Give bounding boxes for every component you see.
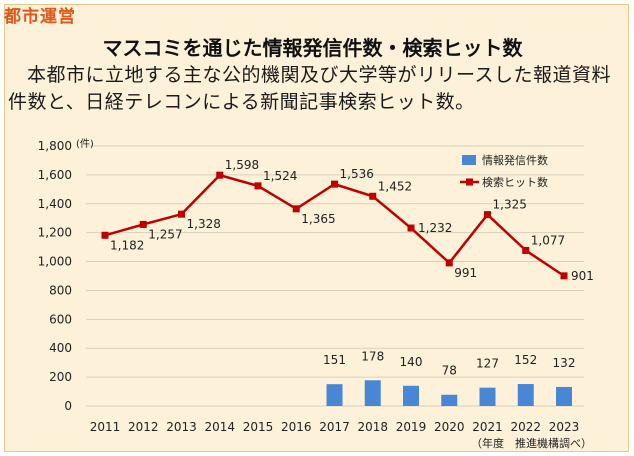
y-tick-label: 0 bbox=[64, 399, 72, 413]
y-tick-label: 1,400 bbox=[38, 197, 72, 211]
bar-data-label: 127 bbox=[476, 357, 499, 371]
line-point bbox=[484, 211, 491, 219]
legend-bar-swatch bbox=[462, 155, 476, 165]
line-data-label: 1,182 bbox=[110, 238, 144, 252]
line-data-label: 1,524 bbox=[263, 169, 297, 183]
x-tick-label: 2015 bbox=[243, 420, 274, 434]
legend-line-label: 検索ヒット数 bbox=[482, 175, 548, 189]
y-tick-label: 1,000 bbox=[38, 255, 72, 269]
line-point bbox=[292, 205, 300, 213]
line-data-label: 1,077 bbox=[531, 233, 565, 247]
bar bbox=[441, 394, 458, 406]
line-point bbox=[216, 171, 224, 179]
bar-data-label: 78 bbox=[442, 364, 457, 378]
legend-line-marker bbox=[466, 178, 473, 186]
bar-data-label: 178 bbox=[361, 349, 384, 363]
x-tick-label: 2019 bbox=[396, 420, 427, 434]
line-data-label: 991 bbox=[454, 266, 477, 280]
line-point bbox=[522, 246, 530, 254]
y-tick-label: 1,200 bbox=[38, 226, 72, 240]
line-point bbox=[139, 220, 147, 228]
y-tick-label: 800 bbox=[49, 283, 72, 297]
bar-data-label: 151 bbox=[323, 353, 346, 367]
line-data-label: 1,328 bbox=[187, 217, 221, 231]
chart-title: マスコミを通じた情報発信件数・検索ヒット数 bbox=[102, 36, 523, 60]
y-unit-label: (件) bbox=[76, 138, 94, 150]
bar bbox=[517, 384, 534, 406]
x-tick-label: 2023 bbox=[549, 420, 580, 434]
line-data-label: 1,598 bbox=[225, 158, 259, 172]
line-data-label: 1,536 bbox=[340, 167, 374, 181]
x-tick-label: 2022 bbox=[510, 420, 541, 434]
x-tick-label: 2021 bbox=[472, 420, 503, 434]
line-data-label: 1,325 bbox=[493, 198, 527, 212]
line-data-label: 1,365 bbox=[301, 212, 335, 226]
line-data-label: 901 bbox=[571, 269, 594, 283]
line-point bbox=[369, 192, 377, 200]
source-note: （年度 推進機構調べ） bbox=[471, 436, 592, 450]
line-point bbox=[254, 182, 262, 190]
bar bbox=[326, 384, 343, 406]
bar bbox=[556, 386, 572, 406]
y-tick-label: 200 bbox=[49, 370, 72, 384]
legend-bar-label: 情報発信件数 bbox=[482, 153, 548, 167]
line-data-label: 1,257 bbox=[148, 227, 182, 241]
line-point bbox=[560, 272, 568, 280]
bar-data-label: 152 bbox=[514, 353, 537, 367]
line-point bbox=[101, 231, 109, 239]
y-tick-label: 600 bbox=[49, 312, 72, 326]
line-point bbox=[407, 224, 415, 232]
bar-data-label: 140 bbox=[400, 355, 423, 369]
x-tick-label: 2012 bbox=[128, 420, 159, 434]
bar-data-label: 132 bbox=[553, 356, 576, 370]
line-data-label: 1,232 bbox=[418, 221, 452, 235]
line-point bbox=[178, 210, 185, 218]
line-data-label: 1,452 bbox=[378, 179, 412, 193]
x-tick-label: 2016 bbox=[281, 420, 312, 434]
x-tick-label: 2013 bbox=[166, 420, 197, 434]
y-tick-label: 400 bbox=[49, 341, 72, 355]
line-point bbox=[445, 259, 453, 267]
x-tick-label: 2011 bbox=[90, 420, 121, 434]
x-tick-label: 2017 bbox=[319, 420, 350, 434]
category-tag: 都市運営 bbox=[4, 7, 76, 27]
x-tick-label: 2018 bbox=[357, 420, 388, 434]
x-tick-label: 2014 bbox=[204, 420, 235, 434]
bar bbox=[479, 387, 496, 406]
bar bbox=[403, 385, 419, 406]
line-point bbox=[331, 180, 338, 188]
y-tick-label: 1,800 bbox=[38, 139, 72, 153]
x-tick-label: 2020 bbox=[434, 420, 465, 434]
chart-description: 本都市に立地する主な公的機関及び大学等がリリースした報道資料件数と、日経テレコン… bbox=[8, 64, 612, 113]
y-tick-label: 1,600 bbox=[38, 168, 72, 182]
bar bbox=[364, 380, 381, 406]
